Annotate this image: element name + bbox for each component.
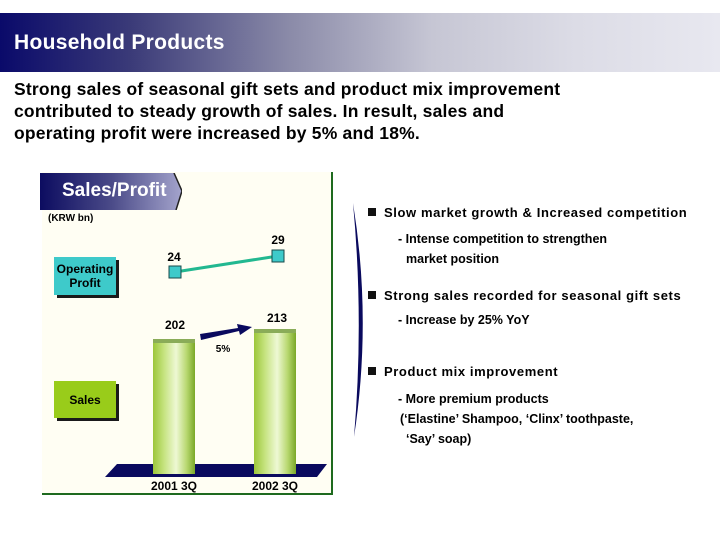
divider-wedge (353, 203, 363, 437)
bullet-3-sub-line1: - More premium products (398, 392, 549, 406)
profit-marker-2002 (271, 249, 285, 263)
section-tab (40, 173, 182, 210)
profit-line (174, 254, 279, 274)
bullet-3-text: Product mix improvement (384, 364, 559, 379)
legend-sales-label: Sales (69, 392, 101, 407)
summary-line-1: Strong sales of seasonal gift sets and p… (14, 79, 561, 99)
profit-value-2001: 24 (167, 250, 181, 264)
summary-line-3: operating profit were increased by 5% an… (14, 123, 420, 143)
bullet-3-sub-line3: ‘Say’ soap) (406, 432, 472, 446)
sales-value-2001: 202 (164, 318, 186, 332)
x-label-2001: 2001 3Q (150, 479, 198, 493)
bullet-3-heading: Product mix improvement (368, 364, 558, 379)
bullet-3-sub-line2: (‘Elastine’ Shampoo, ‘Clinx’ toothpaste, (400, 412, 634, 426)
page-title: Household Products (14, 31, 225, 54)
summary-line-2: contributed to steady growth of sales. I… (14, 101, 505, 121)
x-label-2002: 2002 3Q (251, 479, 299, 493)
legend-op-line2: Profit (69, 276, 101, 290)
bullet-2-sub: - Increase by 25% YoY (398, 310, 530, 330)
summary-text: Strong sales of seasonal gift sets and p… (14, 78, 694, 144)
sales-bar-2002 (254, 329, 296, 474)
growth-percent: 5% (215, 344, 231, 355)
bullet-1-sub: - Intense competition to strengthen mark… (398, 229, 607, 269)
bullet-square-icon (368, 291, 376, 299)
bullet-1-sub-line2: market position (406, 252, 500, 266)
growth-arrow-icon (200, 324, 252, 340)
bullet-3-sub: - More premium products (‘Elastine’ Sham… (398, 389, 633, 449)
bullet-2-text: Strong sales recorded for seasonal gift … (384, 288, 682, 303)
bullet-2-sub-line1: - Increase by 25% YoY (398, 313, 530, 327)
profit-marker-2001 (168, 265, 182, 279)
title-bar (0, 13, 720, 72)
profit-value-2002: 29 (271, 233, 285, 247)
legend-operating-profit: Operating Profit (54, 257, 116, 295)
bullet-2-heading: Strong sales recorded for seasonal gift … (368, 288, 681, 303)
bullet-square-icon (368, 208, 376, 216)
bullet-square-icon (368, 367, 376, 375)
sales-bar-2001 (153, 339, 195, 474)
unit-label: (KRW bn) (48, 213, 94, 224)
section-tab-label: Sales/Profit (62, 180, 167, 201)
bullet-1-sub-line1: - Intense competition to strengthen (398, 232, 608, 246)
legend-sales: Sales (54, 381, 116, 418)
sales-value-2002: 213 (266, 311, 288, 325)
legend-op-line1: Operating (56, 262, 114, 276)
bullet-1-text: Slow market growth & Increased competiti… (384, 205, 688, 220)
bullet-1-heading: Slow market growth & Increased competiti… (368, 205, 687, 220)
